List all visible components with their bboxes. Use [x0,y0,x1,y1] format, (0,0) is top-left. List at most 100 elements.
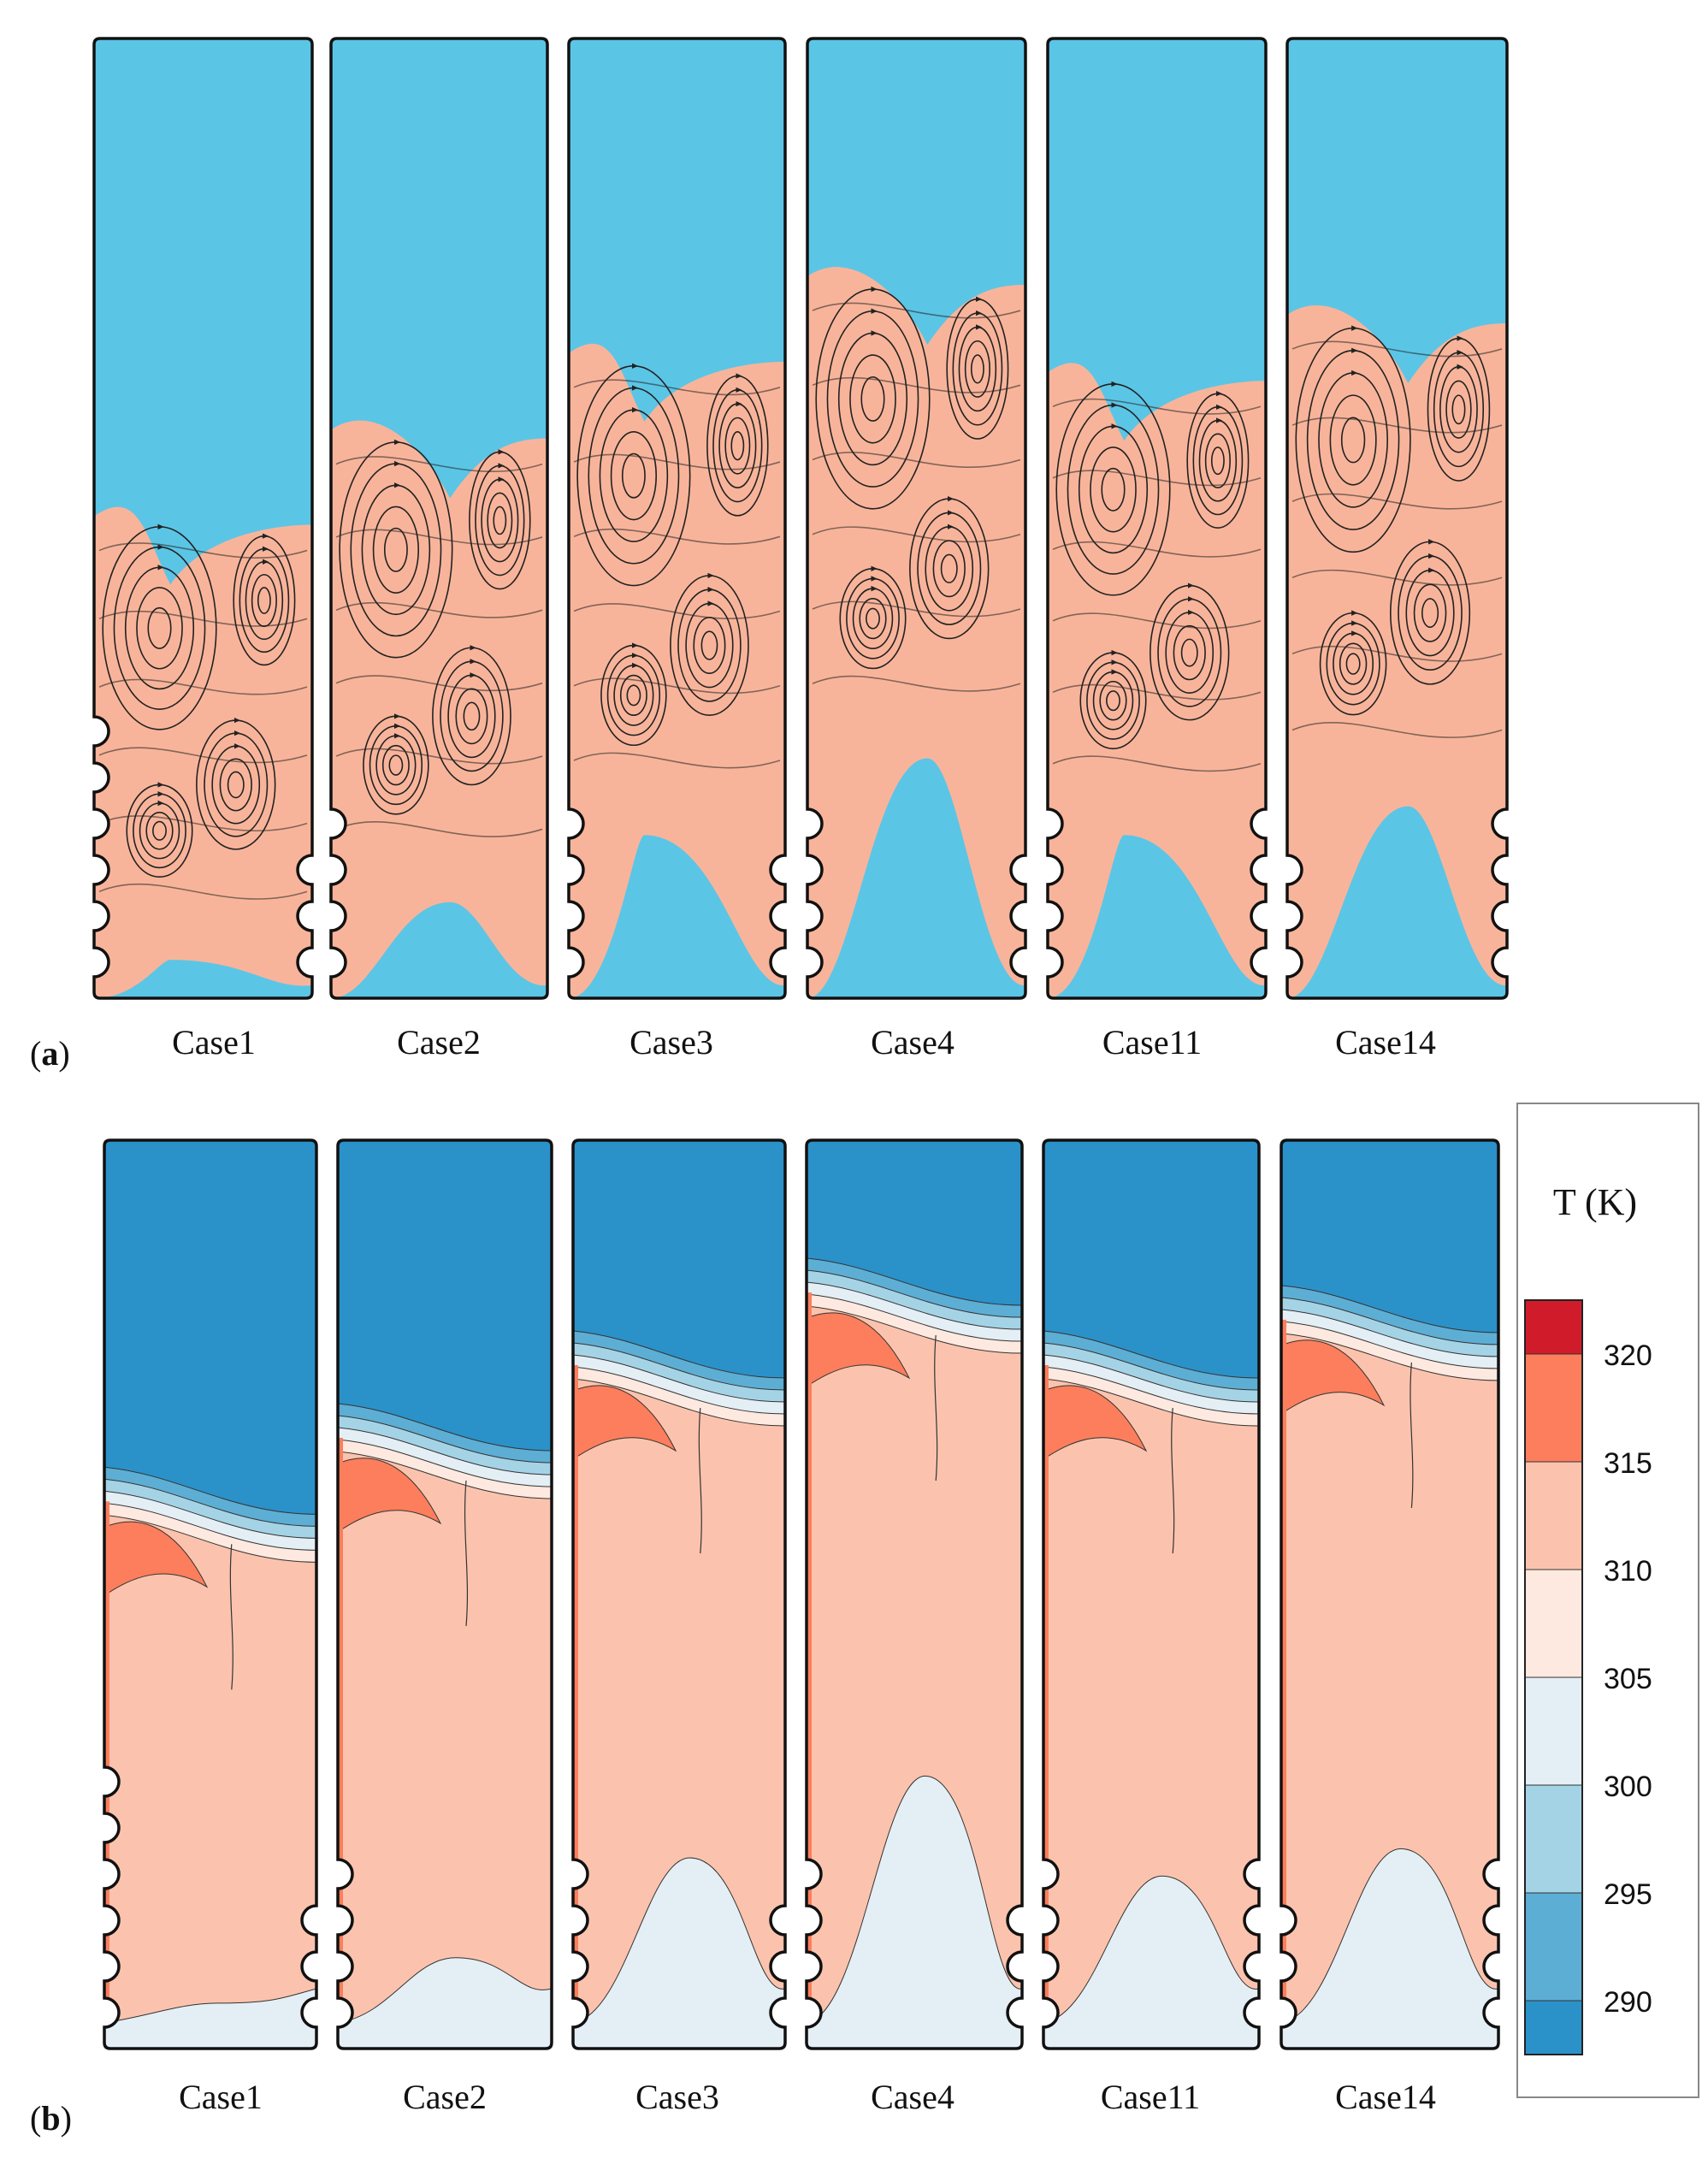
streamline [493,506,507,535]
streamline [145,811,174,850]
streamline [1291,417,1503,434]
streamline [227,771,245,799]
panel-a [92,37,1509,1000]
panel-outline [567,37,787,1000]
pcm-region [1048,363,1266,998]
streamline [1339,642,1368,685]
panel-letter-a: (a) [30,1034,70,1073]
case-panel-a [92,37,314,1000]
case-label-b-1: Case1 [179,2078,263,2116]
case-labels-b: Case1 Case2 Case3 Case4 Case11 Case14 [179,2078,1436,2116]
streamline [730,431,745,461]
case-panel-a [329,37,549,1000]
streamline [866,607,880,630]
panel-outline [329,37,549,1000]
streamline [1173,624,1206,681]
streamline [1291,493,1503,510]
case-panel-b [571,1138,787,2050]
streamline [381,744,410,786]
case-label-b-2: Case2 [403,2078,487,2116]
streamline [573,379,781,396]
streamline [147,606,172,649]
wall-hot-layer [1043,1365,1049,2014]
colorbar-tick: 290 [1604,1986,1652,2019]
colorbar-band [1524,1461,1583,1570]
colorbar-band [1524,1569,1583,1678]
streamline [621,452,646,499]
streamlines [98,523,308,900]
streamline [812,302,1021,319]
streamline [383,527,408,572]
streamline [335,821,543,837]
streamline [1052,470,1262,487]
wall-hot-layer [104,1501,109,2014]
panel-b [103,1138,1500,2050]
streamlines [812,286,1021,692]
streamline [98,542,308,559]
panel-outline [92,37,314,1000]
streamline [1180,638,1198,667]
colorbar-band [1524,2000,1583,2055]
streamlines [1052,381,1262,772]
streamline [463,701,481,731]
panel-outline [1280,1138,1500,2050]
pcm-region [807,267,1025,998]
streamline [626,684,641,707]
colorbar-band [1524,1784,1583,1894]
cool-region [104,1988,316,2049]
case-panel-b [1042,1138,1261,2050]
streamline [573,752,781,769]
cool-region [573,1857,785,2049]
streamline [335,601,543,618]
hot-region [573,1385,677,1460]
colorbar-band [1524,1299,1583,1355]
streamline [812,600,1021,618]
colorbar-tick: 320 [1604,1339,1652,1372]
colorbar-band [1524,1676,1583,1786]
case-label-b-4: Case4 [871,2078,954,2116]
contour-line [698,1407,702,1554]
streamline [610,431,658,521]
colorbar-tick: 315 [1604,1447,1652,1480]
cool-region [338,1957,552,2049]
case-label-b-6: Case14 [1335,2078,1436,2116]
case-label-a-2: Case2 [397,1023,481,1061]
streamline [1052,755,1262,772]
streamline [98,883,308,900]
streamline [700,630,718,660]
streamline [136,587,183,670]
streamline [1291,646,1503,662]
streamline [1291,569,1503,586]
cool-region [1043,1875,1259,2049]
streamline [1106,690,1120,712]
case-label-a-5: Case11 [1102,1023,1202,1061]
panel-outline [336,1138,553,2050]
streamlines [1291,325,1503,738]
hot-region [1281,1339,1386,1415]
panel-outline [571,1138,787,2050]
case-label-a-1: Case1 [172,1023,256,1061]
colorbar-ticks: 320 315 310 305 300 295 290 [1604,1339,1652,2019]
colorbar-tick: 295 [1604,1878,1652,1911]
colorbar-outline [1524,1299,1583,2055]
streamline [860,375,885,422]
streamline [849,354,896,444]
case-label-a-6: Case14 [1335,1023,1436,1061]
streamline [98,678,308,695]
streamline [573,603,781,619]
temperature-band [104,1514,316,2049]
streamline [372,506,420,594]
panel-outline [103,1138,318,2050]
hot-region [104,1521,209,1597]
panel-outline [1285,37,1509,1000]
streamline [1291,722,1503,738]
case-panel-b [805,1138,1024,2050]
case-label-a-3: Case3 [629,1023,713,1061]
pcm-region [331,420,547,998]
panel-outline [1042,1138,1261,2050]
case-panel-b [1280,1138,1500,2050]
streamline [573,677,781,695]
streamlines [573,363,781,769]
panel-outline [806,37,1027,1000]
